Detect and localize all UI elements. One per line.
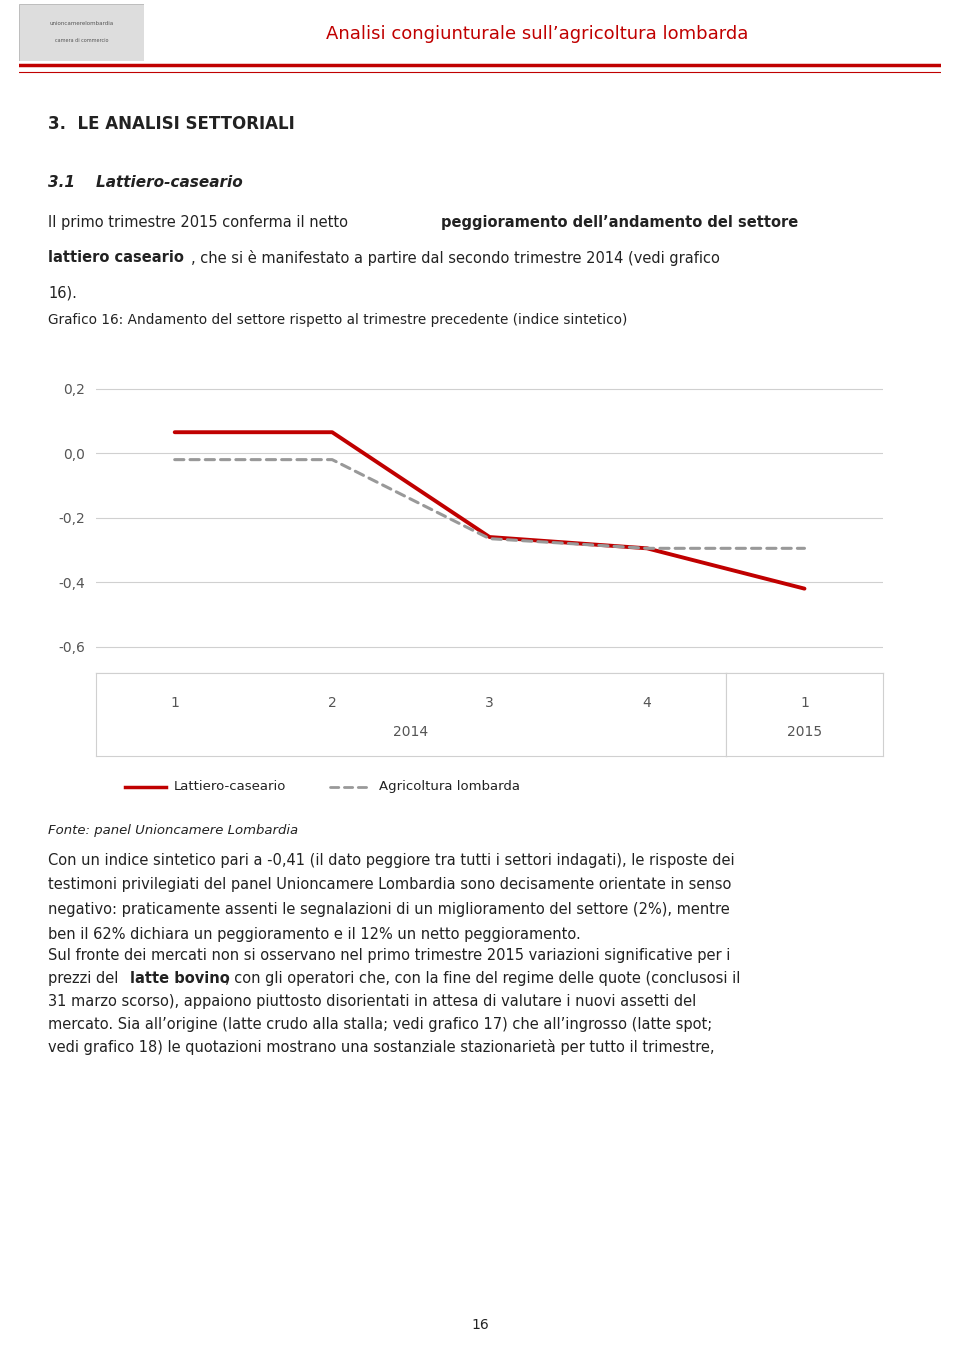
Text: 1: 1 (800, 695, 809, 710)
Text: , con gli operatori che, con la fine del regime delle quote (conclusosi il: , con gli operatori che, con la fine del… (225, 971, 740, 986)
Text: 31 marzo scorso), appaiono piuttosto disorientati in attesa di valutare i nuovi : 31 marzo scorso), appaiono piuttosto dis… (48, 994, 696, 1009)
Text: ben il 62% dichiara un peggioramento e il 12% un netto peggioramento.: ben il 62% dichiara un peggioramento e i… (48, 927, 581, 941)
Text: Il primo trimestre 2015 conferma il netto: Il primo trimestre 2015 conferma il nett… (48, 215, 352, 230)
Text: vedi grafico 18) le quotazioni mostrano una sostanziale stazionarietà per tutto : vedi grafico 18) le quotazioni mostrano … (48, 1040, 714, 1056)
Text: unioncamerelombardia: unioncamerelombardia (50, 22, 113, 27)
Text: , che si è manifestato a partire dal secondo trimestre 2014 (vedi grafico: , che si è manifestato a partire dal sec… (191, 250, 719, 266)
Text: Sul fronte dei mercati non si osservano nel primo trimestre 2015 variazioni sign: Sul fronte dei mercati non si osservano … (48, 948, 731, 963)
Text: 16: 16 (471, 1318, 489, 1332)
Text: Grafico 16: Andamento del settore rispetto al trimestre precedente (indice sinte: Grafico 16: Andamento del settore rispet… (48, 313, 628, 327)
Text: 2015: 2015 (787, 725, 822, 740)
Text: testimoni privilegiati del panel Unioncamere Lombardia sono decisamente orientat: testimoni privilegiati del panel Unionca… (48, 877, 732, 893)
Text: 3.1    Lattiero-caseario: 3.1 Lattiero-caseario (48, 175, 243, 191)
Text: 16).: 16). (48, 285, 77, 300)
Text: 4: 4 (642, 695, 652, 710)
Text: Lattiero-caseario: Lattiero-caseario (174, 780, 286, 794)
Text: negativo: praticamente assenti le segnalazioni di un miglioramento del settore (: negativo: praticamente assenti le segnal… (48, 902, 730, 917)
Text: 3.  LE ANALISI SETTORIALI: 3. LE ANALISI SETTORIALI (48, 116, 295, 133)
FancyBboxPatch shape (19, 4, 144, 61)
Text: 1: 1 (170, 695, 180, 710)
Text: Analisi congiunturale sull’agricoltura lombarda: Analisi congiunturale sull’agricoltura l… (326, 26, 749, 43)
Text: Con un indice sintetico pari a -0,41 (il dato peggiore tra tutti i settori indag: Con un indice sintetico pari a -0,41 (il… (48, 853, 734, 868)
Text: camera di commercio: camera di commercio (55, 38, 108, 43)
Text: 2014: 2014 (394, 725, 428, 740)
Text: Fonte: panel Unioncamere Lombardia: Fonte: panel Unioncamere Lombardia (48, 824, 299, 837)
Text: 3: 3 (485, 695, 494, 710)
Text: latte bovino: latte bovino (131, 971, 229, 986)
Text: Agricoltura lombarda: Agricoltura lombarda (378, 780, 519, 794)
Text: lattiero caseario: lattiero caseario (48, 250, 184, 265)
Text: prezzi del: prezzi del (48, 971, 123, 986)
Text: mercato. Sia all’origine (latte crudo alla stalla; vedi grafico 17) che all’ingr: mercato. Sia all’origine (latte crudo al… (48, 1017, 712, 1032)
Text: 2: 2 (327, 695, 337, 710)
Text: peggioramento dell’andamento del settore: peggioramento dell’andamento del settore (442, 215, 799, 230)
